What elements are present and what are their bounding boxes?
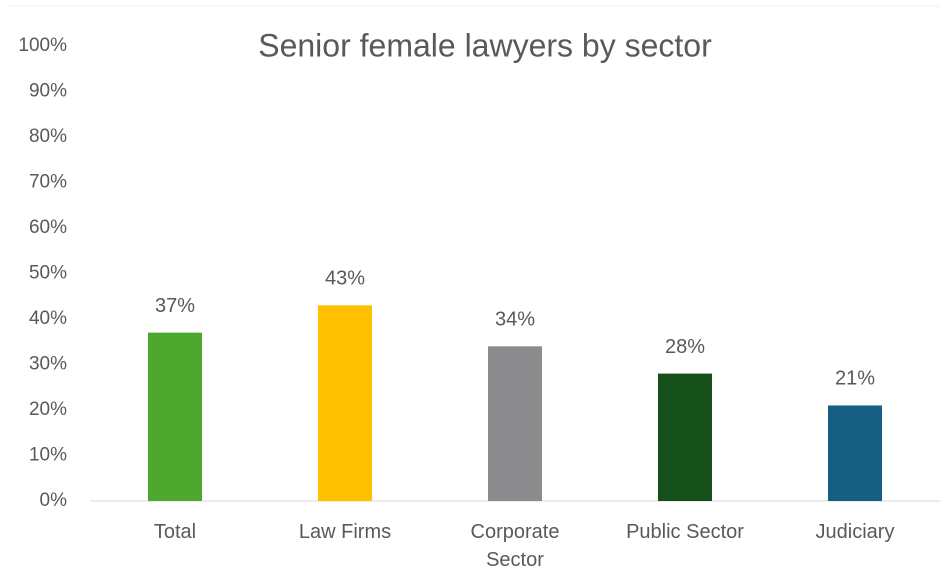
y-tick-label: 90% — [29, 81, 67, 102]
data-label: 34% — [495, 309, 535, 331]
data-label: 37% — [155, 295, 195, 317]
y-tick-label: 100% — [18, 35, 67, 56]
bar — [488, 346, 542, 501]
x-tick-label: Judiciary — [815, 521, 895, 543]
x-tick-label: Law Firms — [298, 521, 392, 543]
x-tick-label: Corporate Sector — [470, 521, 560, 571]
y-tick-label: 10% — [29, 445, 67, 466]
bar — [148, 332, 202, 501]
bar — [318, 305, 372, 501]
bar — [658, 373, 712, 501]
x-tick-label: Total — [153, 521, 197, 543]
y-tick-label: 0% — [40, 490, 68, 511]
y-tick-label: 80% — [29, 126, 67, 147]
data-label: 43% — [325, 268, 365, 290]
bar — [828, 405, 882, 501]
y-tick-label: 60% — [29, 217, 67, 238]
y-tick-label: 70% — [29, 172, 67, 193]
y-tick-label: 30% — [29, 354, 67, 375]
y-tick-label: 20% — [29, 399, 67, 420]
y-tick-label: 50% — [29, 263, 67, 284]
data-label: 28% — [665, 336, 705, 358]
y-tick-label: 40% — [29, 308, 67, 329]
chart-title: Senior female lawyers by sector — [258, 27, 712, 63]
data-label: 21% — [835, 368, 875, 390]
x-tick-label: Public Sector — [626, 521, 744, 543]
